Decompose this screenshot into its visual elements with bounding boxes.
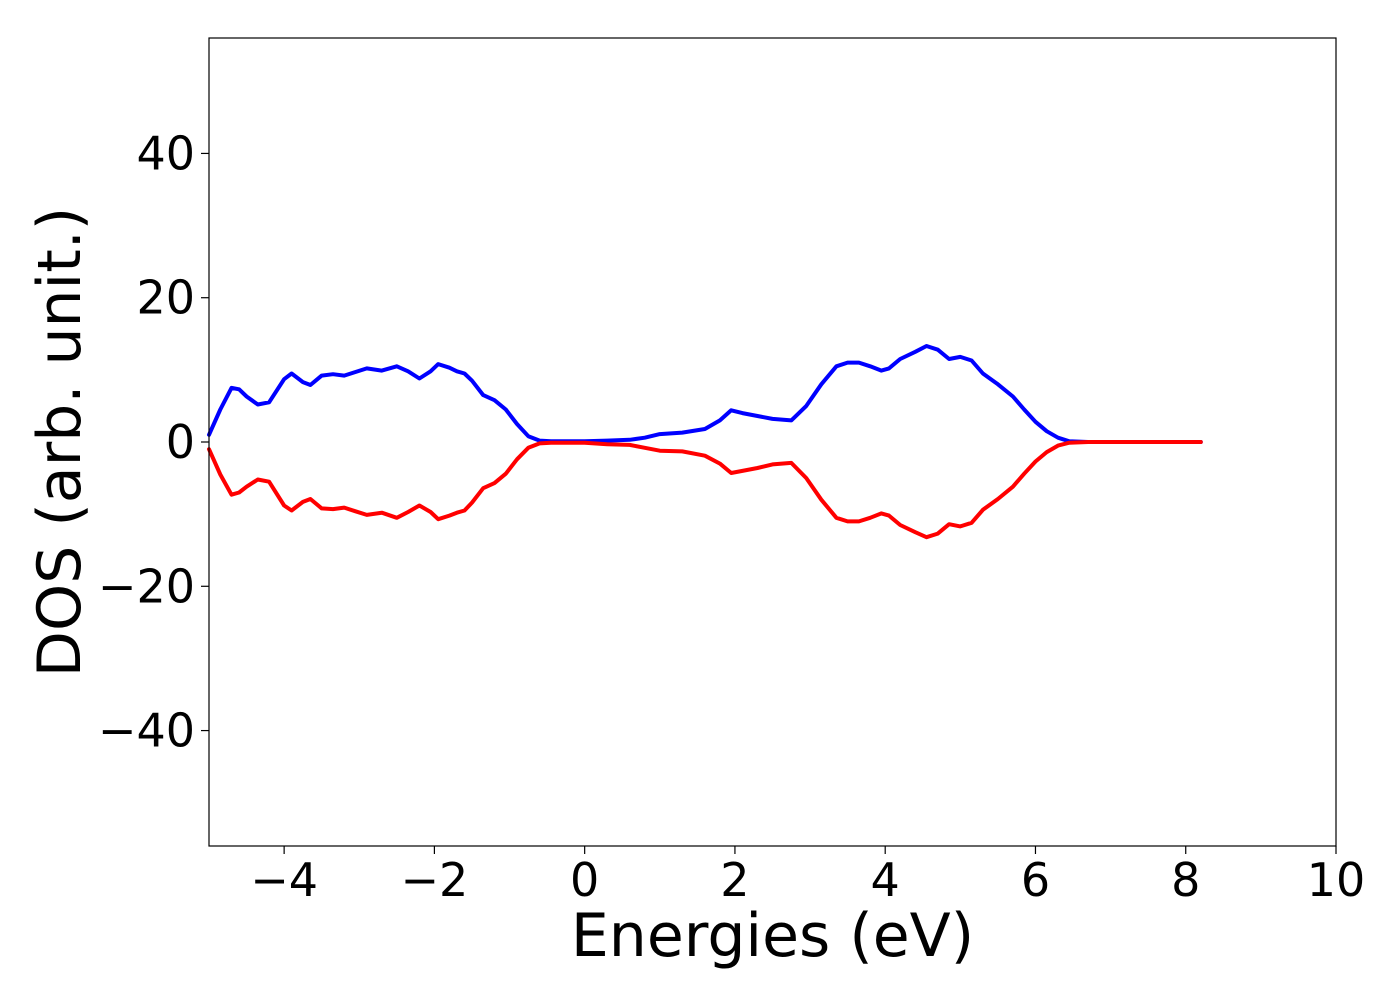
- y-tick-label: −20: [98, 559, 195, 613]
- x-axis-title: Energies (eV): [571, 901, 974, 971]
- series-line-1: [207, 344, 1203, 444]
- y-axis-title: DOS (arb. unit.): [25, 207, 95, 677]
- series-layer: [207, 344, 1203, 540]
- x-tick-label: −2: [400, 853, 468, 907]
- x-tick-label: −4: [250, 853, 318, 907]
- x-tick-label: 4: [871, 853, 900, 907]
- x-tick-label: 0: [570, 853, 599, 907]
- x-tick-label: 10: [1307, 853, 1366, 907]
- series-line-2: [207, 440, 1203, 540]
- x-tick-label: 6: [1021, 853, 1050, 907]
- y-tick-label: 40: [136, 126, 195, 180]
- y-tick-label: 20: [136, 271, 195, 325]
- x-axis-ticks: −4 −2 0 2 4 6 8 10: [250, 846, 1365, 907]
- x-tick-label: 8: [1171, 853, 1200, 907]
- y-axis-ticks: −40 −20 0 20 40: [98, 126, 209, 758]
- y-tick-label: 0: [166, 415, 195, 469]
- y-tick-label: −40: [98, 704, 195, 758]
- x-tick-label: 2: [720, 853, 749, 907]
